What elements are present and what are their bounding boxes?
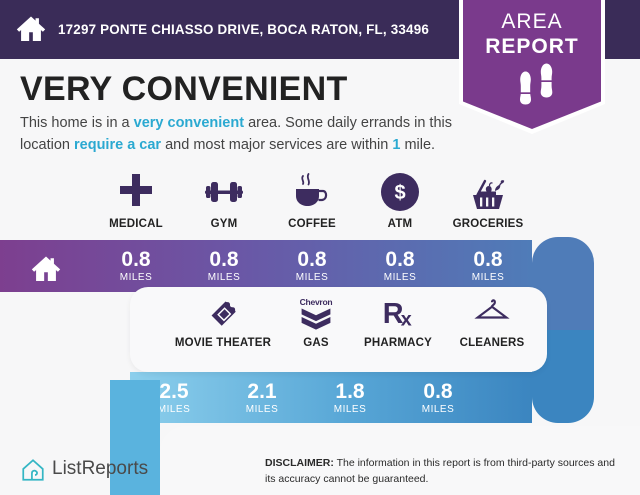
- svg-text:Chevron: Chevron: [300, 297, 333, 307]
- svg-text:x: x: [401, 309, 412, 331]
- svg-text:$: $: [394, 182, 405, 204]
